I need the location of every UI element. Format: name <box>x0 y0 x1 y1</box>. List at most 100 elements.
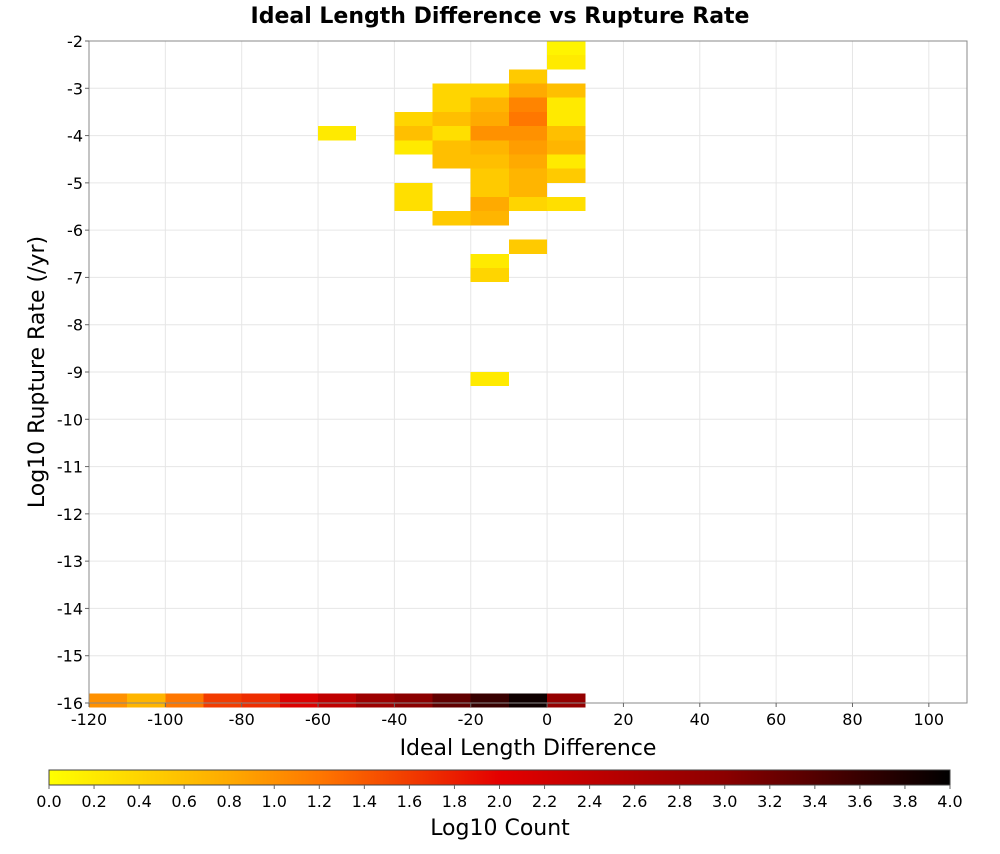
x-tick-label: -80 <box>229 710 255 729</box>
heatmap-cell <box>508 140 548 155</box>
colorbar-tick-label: 2.6 <box>622 792 647 811</box>
heatmap-cell <box>356 693 395 708</box>
heatmap-cell <box>394 182 433 198</box>
heatmap-cell <box>547 154 586 169</box>
colorbar-tick-label: 2.4 <box>577 792 602 811</box>
colorbar-tick-label: 4.0 <box>937 792 962 811</box>
colorbar-tick-label: 1.8 <box>442 792 467 811</box>
heatmap-cell <box>508 154 548 169</box>
heatmap-cell <box>508 69 548 84</box>
chart-title: Ideal Length Difference vs Rupture Rate <box>251 4 750 29</box>
colorbar-tick-label: 1.0 <box>262 792 287 811</box>
x-tick-label: 0 <box>542 710 552 729</box>
colorbar-tick-label: 1.2 <box>307 792 332 811</box>
heatmap-cell <box>318 693 357 708</box>
colorbar-tick-label: 3.8 <box>892 792 917 811</box>
heatmap-cell <box>241 693 280 708</box>
x-tick-label: 20 <box>613 710 633 729</box>
colorbar-tick-label: 0.4 <box>126 792 151 811</box>
colorbar-tick-label: 0.8 <box>216 792 241 811</box>
y-tick-label: -15 <box>57 647 83 666</box>
heatmap-cell <box>470 182 509 198</box>
heatmap-cell <box>394 197 433 212</box>
heatmap-cell <box>394 126 433 141</box>
heatmap-cell <box>547 41 586 56</box>
heatmap-cell <box>203 693 242 708</box>
y-tick-label: -16 <box>57 694 83 713</box>
colorbar-tick-label: 0.6 <box>171 792 196 811</box>
heatmap-cell <box>470 267 509 283</box>
y-tick-label: -9 <box>67 363 83 382</box>
heatmap-cells <box>89 41 586 708</box>
heatmap-cell <box>508 97 548 112</box>
heatmap-cell <box>89 693 128 708</box>
colorbar-tick-label: 3.6 <box>847 792 872 811</box>
y-tick-label: -12 <box>57 505 83 524</box>
heatmap-cell <box>432 154 471 169</box>
heatmap-cell <box>470 253 509 268</box>
heatmap-cell <box>470 111 509 127</box>
heatmap-cell <box>508 126 548 141</box>
x-tick-label: -20 <box>458 710 484 729</box>
y-tick-label: -3 <box>67 79 83 98</box>
x-tick-label: -120 <box>71 710 107 729</box>
heatmap-cell <box>394 140 433 155</box>
x-tick-label: 100 <box>914 710 945 729</box>
y-axis-label: Log10 Rupture Rate (/yr) <box>25 236 50 508</box>
heatmap-cell <box>432 126 471 141</box>
heatmap-cell <box>547 83 586 98</box>
heatmap-cell <box>470 140 509 155</box>
y-tick-label: -11 <box>57 458 83 477</box>
colorbar-tick-label: 3.4 <box>802 792 827 811</box>
colorbar-label: Log10 Count <box>430 816 570 841</box>
heatmap-cell <box>470 126 509 141</box>
y-tick-label: -8 <box>67 316 83 335</box>
heatmap-cell <box>547 126 586 141</box>
x-axis-label: Ideal Length Difference <box>400 736 657 761</box>
heatmap-cell <box>127 693 166 708</box>
colorbar-ticks: 0.0 0.2 0.4 0.6 0.8 1.0 1.2 1.4 1.6 1.8 2.0 2.2 2.4 2… <box>36 785 963 811</box>
colorbar-tick-label: 1.6 <box>397 792 422 811</box>
heatmap-cell <box>432 693 471 708</box>
heatmap-cell <box>508 83 548 98</box>
y-tick-label: -13 <box>57 552 83 571</box>
heatmap-cell <box>470 693 509 708</box>
y-tick-label: -7 <box>67 268 83 287</box>
heatmap-cell <box>432 83 471 98</box>
colorbar-tick-label: 2.8 <box>667 792 692 811</box>
x-tick-label: 40 <box>690 710 710 729</box>
heatmap-cell <box>547 97 586 112</box>
heatmap-cell <box>547 168 586 183</box>
y-tick-label: -4 <box>67 127 83 146</box>
colorbar-tick-label: 2.0 <box>487 792 512 811</box>
colorbar-tick-label: 3.2 <box>757 792 782 811</box>
heatmap-cell <box>470 197 509 212</box>
heatmap-cell <box>508 239 548 254</box>
x-tick-label: -100 <box>147 710 183 729</box>
heatmap-cell <box>470 372 509 387</box>
y-tick-label: -14 <box>57 599 83 618</box>
colorbar-tick-label: 0.2 <box>81 792 106 811</box>
heatmap-cell <box>508 197 548 212</box>
heatmap-cell <box>508 693 548 708</box>
x-axis-ticks: -120 -100 -80 -60 -40 -20 0 20 40 60 80 100 <box>71 703 944 729</box>
heatmap-cell <box>470 211 509 226</box>
heatmap-cell <box>432 211 471 226</box>
y-tick-label: -2 <box>67 32 83 51</box>
x-tick-label: 60 <box>766 710 786 729</box>
heatmap-cell <box>394 693 433 708</box>
heatmap-cell <box>508 168 548 183</box>
heatmap-cell <box>547 197 586 212</box>
y-tick-label: -10 <box>57 410 83 429</box>
heatmap-cell <box>547 140 586 155</box>
y-tick-label: -5 <box>67 174 83 193</box>
heatmap-cell <box>508 182 548 198</box>
colorbar-tick-label: 0.0 <box>36 792 61 811</box>
x-tick-label: -60 <box>305 710 331 729</box>
colorbar-tick-label: 3.0 <box>712 792 737 811</box>
heatmap-cell <box>432 111 471 127</box>
heatmap-cell <box>394 111 433 127</box>
x-tick-label: -40 <box>381 710 407 729</box>
